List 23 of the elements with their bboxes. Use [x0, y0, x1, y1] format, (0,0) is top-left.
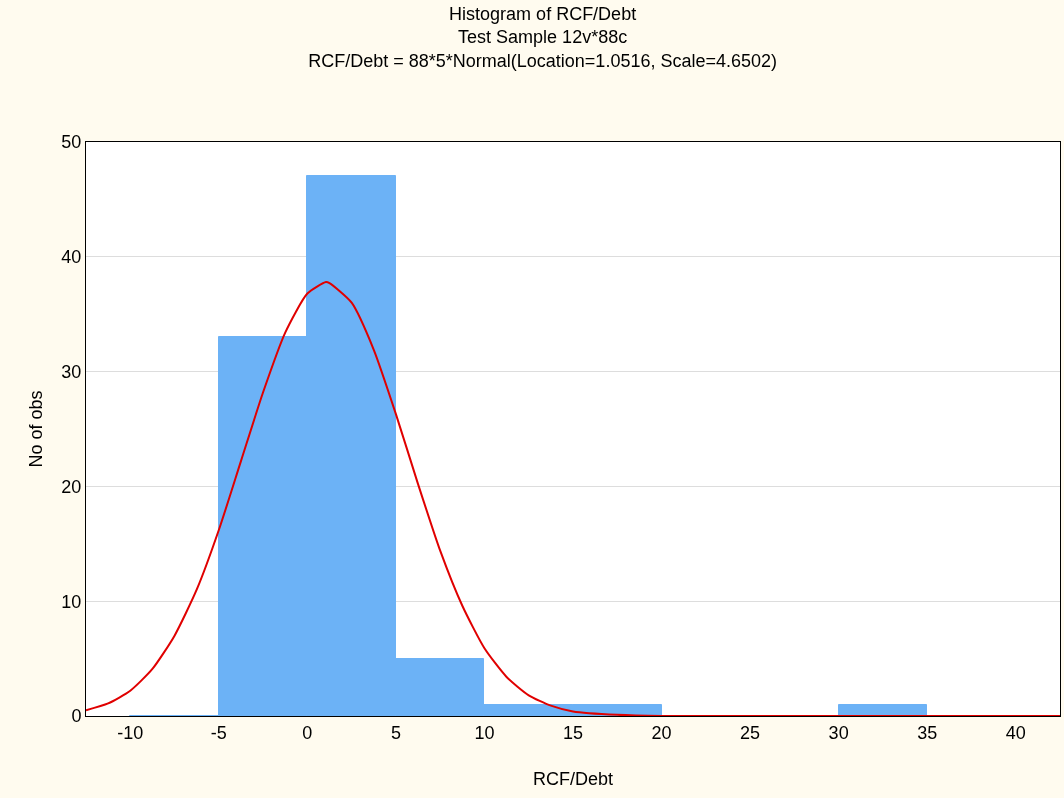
- x-axis-title: RCF/Debt: [532, 768, 614, 789]
- chart-title: Histogram of RCF/Debt: [449, 3, 637, 24]
- x-tick-label: 40: [1005, 722, 1026, 743]
- text: RCF/Debt = 88*5*Normal(Location=1.0516, Scale=4.6502): [308, 50, 778, 71]
- x-tick-label: -10: [117, 722, 144, 743]
- x-tick-label: 35: [917, 722, 938, 743]
- y-tick-label: 50: [61, 132, 82, 153]
- x-tick-label: -5: [210, 722, 227, 743]
- x-tick-label: 0: [302, 722, 313, 743]
- x-tick-label: 20: [651, 722, 672, 743]
- y-tick-label: 30: [61, 361, 82, 382]
- y-tick-label: 10: [61, 591, 82, 612]
- y-axis-title: No of obs: [25, 390, 46, 468]
- chart-subtitle: Test Sample 12v*88c: [458, 27, 628, 48]
- y-tick-label: 0: [71, 706, 82, 727]
- line-series: [86, 281, 1060, 716]
- x-tick-label: 25: [740, 722, 761, 743]
- x-tick-label: 30: [828, 722, 849, 743]
- x-tick-label: 10: [474, 722, 495, 743]
- x-tick-label: 5: [390, 722, 401, 743]
- x-tick-label: 15: [562, 722, 584, 743]
- y-tick-label: 20: [61, 476, 82, 497]
- y-tick-label: 40: [61, 247, 82, 268]
